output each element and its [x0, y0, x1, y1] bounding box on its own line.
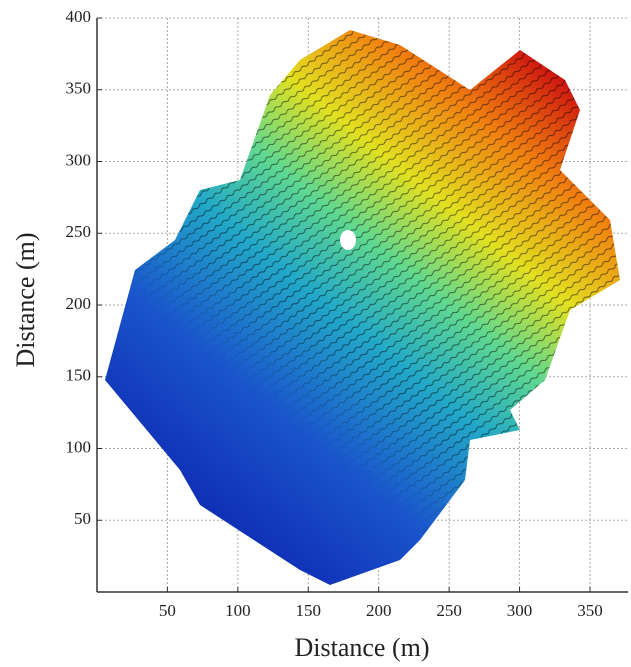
y-tick-label: 150: [66, 366, 92, 385]
x-tick-label: 200: [366, 601, 392, 620]
x-tick-label: 150: [296, 601, 322, 620]
x-tick-label: 100: [225, 601, 251, 620]
y-tick-label: 50: [74, 509, 91, 528]
y-tick-label: 300: [66, 150, 92, 169]
terrain-map: [105, 30, 620, 585]
y-tick-label: 350: [66, 79, 92, 98]
contour-lines: [105, 30, 620, 585]
y-tick-label: 200: [66, 294, 92, 313]
y-tick-label: 400: [66, 7, 92, 26]
y-tick-label: 250: [66, 222, 92, 241]
x-axis-label: Distance (m): [294, 633, 429, 662]
y-axis-label: Distance (m): [11, 232, 40, 367]
x-tick-label: 300: [507, 601, 533, 620]
x-tick-label: 250: [436, 601, 462, 620]
data-gap: [340, 230, 356, 250]
x-tick-label: 350: [577, 601, 603, 620]
x-tick-label: 50: [159, 601, 176, 620]
y-tick-label: 100: [66, 437, 92, 456]
